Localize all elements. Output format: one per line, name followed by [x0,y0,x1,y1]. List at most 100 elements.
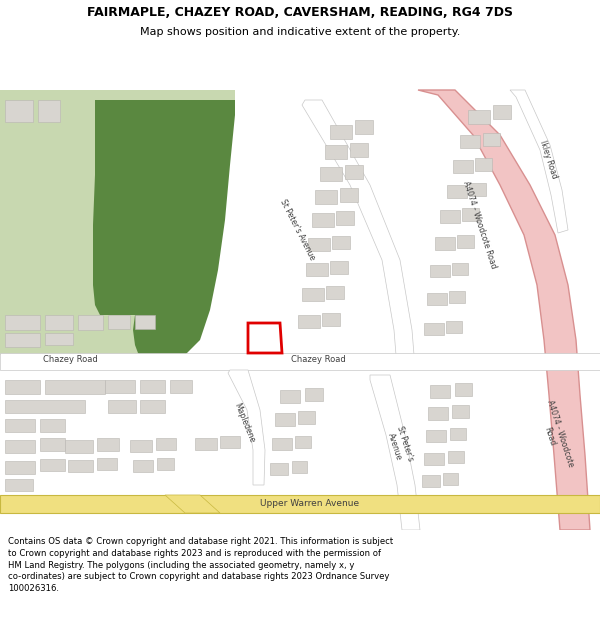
Bar [270,463,288,475]
Bar [5,479,33,491]
Bar [97,438,119,451]
Bar [97,458,117,470]
Bar [350,143,368,157]
Bar [446,321,462,333]
Bar [65,440,93,453]
Bar [322,313,340,326]
Text: Ikley Road: Ikley Road [538,140,559,180]
Bar [302,288,324,301]
Bar [45,333,73,345]
Bar [135,315,155,329]
Bar [5,400,85,413]
Bar [308,238,330,251]
Polygon shape [418,90,590,530]
Bar [5,100,33,122]
Text: St Peter's Avenue: St Peter's Avenue [278,198,316,262]
Bar [452,405,469,418]
Bar [105,380,135,393]
Bar [292,461,307,473]
Bar [435,237,455,250]
Bar [275,413,295,426]
Bar [157,458,174,470]
Text: Chazey Road: Chazey Road [290,356,346,364]
Bar [5,440,35,453]
Bar [272,438,292,450]
Bar [455,383,472,396]
Text: Map shows position and indicative extent of the property.: Map shows position and indicative extent… [140,27,460,37]
Bar [430,265,450,277]
Bar [5,461,35,474]
Text: A4074 - Woodcote
Road: A4074 - Woodcote Road [535,399,575,471]
Bar [449,291,465,303]
Bar [330,261,348,274]
Bar [475,158,492,171]
Bar [195,438,217,450]
Bar [424,453,444,465]
Text: St Peter's
Avenue: St Peter's Avenue [385,425,415,465]
Bar [108,400,136,413]
Bar [298,315,320,328]
Polygon shape [510,90,568,233]
Polygon shape [228,370,265,485]
Bar [298,411,315,424]
Bar [440,210,460,223]
Bar [40,438,65,451]
Bar [448,451,464,463]
Bar [453,160,473,173]
Bar [5,333,40,347]
Bar [457,235,474,248]
Bar [130,440,152,452]
Bar [336,211,354,225]
Polygon shape [302,100,414,355]
Bar [295,436,311,448]
Bar [68,460,93,472]
Bar [428,407,448,420]
Polygon shape [0,90,235,355]
Bar [462,208,479,221]
Bar [140,380,165,393]
Bar [140,400,165,413]
Bar [40,419,65,432]
Bar [483,133,500,146]
Bar [320,167,342,181]
Bar [340,188,358,202]
Bar [452,263,468,275]
Bar [493,105,511,119]
Bar [170,380,192,393]
Text: Contains OS data © Crown copyright and database right 2021. This information is : Contains OS data © Crown copyright and d… [8,537,393,593]
Bar [45,315,73,330]
Bar [326,286,344,299]
Bar [355,120,373,134]
Bar [424,323,444,335]
Polygon shape [93,100,235,363]
Bar [5,315,40,330]
Bar [430,385,450,398]
Bar [422,475,440,487]
Bar [345,165,363,179]
Text: Chazey Road: Chazey Road [43,356,97,364]
Bar [305,388,323,401]
Bar [133,460,153,472]
Polygon shape [165,495,220,513]
Bar [5,380,40,394]
Polygon shape [248,323,282,353]
Bar [426,430,446,442]
Bar [468,110,490,124]
Bar [38,100,60,122]
Bar [332,236,350,249]
Bar [312,213,334,227]
Bar [325,145,347,159]
Text: A4074 - Woodcote Road: A4074 - Woodcote Road [461,180,499,270]
Polygon shape [0,495,600,513]
Polygon shape [370,375,420,530]
Text: FAIRMAPLE, CHAZEY ROAD, CAVERSHAM, READING, RG4 7DS: FAIRMAPLE, CHAZEY ROAD, CAVERSHAM, READI… [87,6,513,19]
Bar [469,183,486,196]
Bar [156,438,176,450]
Bar [330,125,352,139]
Bar [108,315,130,329]
Bar [45,380,105,394]
Bar [447,185,467,198]
Bar [450,428,466,440]
Polygon shape [0,353,600,370]
Bar [315,190,337,204]
